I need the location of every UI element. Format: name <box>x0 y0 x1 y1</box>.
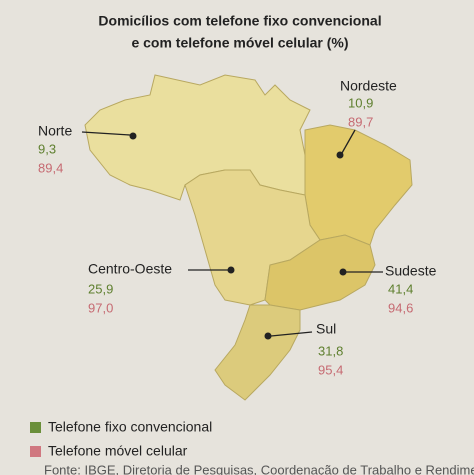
region-dot <box>339 268 347 276</box>
region-name: Sul <box>316 321 336 337</box>
movel-value: 89,4 <box>38 160 63 175</box>
leader-line <box>270 331 313 337</box>
region-dot <box>227 266 235 274</box>
legend-label: Telefone fixo convencional <box>48 419 212 435</box>
fixo-value: 25,9 <box>88 281 113 296</box>
brazil-map <box>84 74 413 401</box>
region-dot <box>129 132 137 140</box>
region-dot <box>264 332 272 340</box>
title-line: Domicílios com telefone fixo convenciona… <box>98 13 381 29</box>
fixo-value: 41,4 <box>388 281 413 296</box>
leader-line <box>341 129 356 154</box>
source: Fonte: IBGE, Diretoria de Pesquisas, Coo… <box>44 462 474 475</box>
region-name: Sudeste <box>385 263 437 279</box>
leader-line <box>81 131 131 136</box>
movel-value: 95,4 <box>318 362 343 377</box>
fixo-value: 10,9 <box>348 95 373 110</box>
region-name: Centro-Oeste <box>88 261 172 277</box>
legend-swatch <box>30 446 41 457</box>
region-dot <box>336 151 344 159</box>
legend-label: Telefone móvel celular <box>48 443 188 459</box>
fixo-value: 31,8 <box>318 343 343 358</box>
movel-value: 89,7 <box>348 114 373 129</box>
region-name: Nordeste <box>340 78 397 94</box>
fixo-value: 9,3 <box>38 141 56 156</box>
region-sul <box>214 304 301 401</box>
title-line: e com telefone móvel celular (%) <box>131 35 348 51</box>
movel-value: 97,0 <box>88 300 113 315</box>
region-sudeste <box>264 234 376 311</box>
movel-value: 94,6 <box>388 300 413 315</box>
legend-swatch <box>30 422 41 433</box>
region-name: Norte <box>38 123 72 139</box>
